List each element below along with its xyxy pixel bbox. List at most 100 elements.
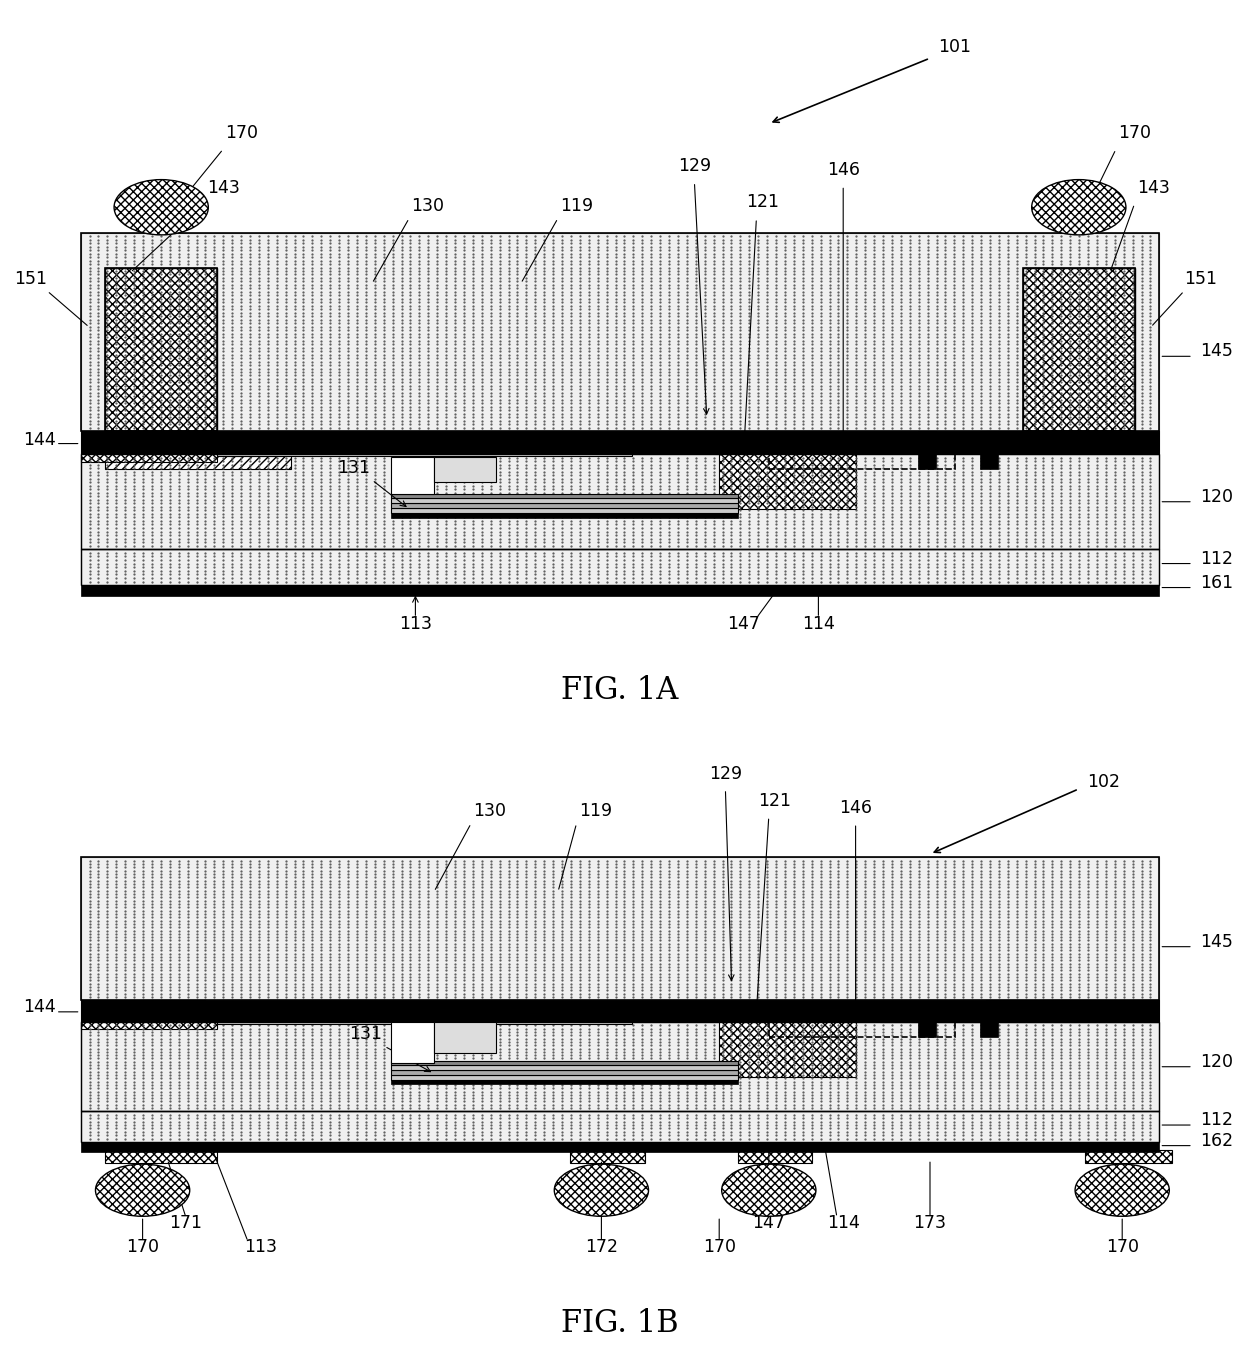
Text: 144: 144 (24, 997, 56, 1015)
Text: 129: 129 (678, 156, 711, 174)
Text: FIG. 1B: FIG. 1B (562, 1309, 678, 1339)
Bar (391, 457, 434, 494)
Text: 145: 145 (1200, 342, 1234, 361)
Text: 171: 171 (170, 1214, 202, 1232)
Bar (391, 1070, 738, 1076)
Bar (81, 549, 1159, 586)
Bar (81, 1111, 1159, 1142)
Text: 143: 143 (207, 178, 239, 196)
Text: 129: 129 (709, 764, 742, 782)
Circle shape (95, 1163, 190, 1217)
Text: 131: 131 (337, 458, 370, 476)
Text: 147: 147 (753, 1214, 785, 1232)
Circle shape (114, 180, 208, 235)
Text: 151: 151 (15, 269, 47, 288)
Bar (1023, 268, 1135, 431)
Text: 120: 120 (1200, 487, 1234, 506)
Text: 112: 112 (1200, 550, 1234, 568)
Bar (81, 1142, 1159, 1152)
Bar (918, 431, 936, 469)
Bar (880, 1004, 998, 1022)
Text: 112: 112 (1200, 1111, 1234, 1129)
Bar (81, 858, 1159, 1000)
Bar (1023, 268, 1135, 431)
Bar (105, 268, 217, 431)
Text: 144: 144 (24, 431, 56, 449)
Bar (570, 1150, 645, 1162)
Bar (719, 436, 856, 509)
Bar (1085, 1150, 1172, 1162)
Bar (391, 504, 738, 508)
Text: 145: 145 (1200, 933, 1234, 951)
Text: 143: 143 (1137, 178, 1169, 196)
Bar (980, 431, 998, 469)
Bar (719, 1013, 856, 1077)
Circle shape (722, 1163, 816, 1217)
Bar (391, 498, 738, 504)
Bar (81, 233, 1159, 431)
Text: 161: 161 (1200, 573, 1234, 591)
Bar (986, 1000, 1159, 1022)
Bar (81, 233, 1159, 431)
Bar (81, 858, 1159, 1000)
Bar (81, 453, 217, 462)
Bar (81, 1111, 1159, 1142)
Bar (81, 1000, 205, 1022)
Text: 151: 151 (1184, 269, 1216, 288)
Text: 147: 147 (728, 615, 760, 632)
Text: FIG. 1A: FIG. 1A (562, 675, 678, 707)
Bar (217, 1021, 632, 1024)
Bar (980, 1002, 998, 1037)
Text: 162: 162 (1200, 1132, 1234, 1150)
Bar (391, 494, 738, 498)
Bar (81, 431, 205, 454)
Text: 101: 101 (939, 38, 971, 56)
Bar (434, 457, 496, 482)
Bar (391, 1062, 738, 1065)
Text: 170: 170 (703, 1238, 735, 1255)
Bar (81, 454, 1159, 549)
Text: 113: 113 (399, 615, 432, 632)
Bar (105, 456, 291, 469)
Bar (918, 1002, 936, 1037)
Text: 119: 119 (579, 803, 611, 820)
Text: 146: 146 (839, 799, 872, 816)
Text: 121: 121 (746, 193, 779, 211)
Bar (81, 549, 1159, 586)
Text: 170: 170 (1118, 123, 1151, 143)
Bar (81, 1022, 1159, 1111)
Bar (391, 1022, 434, 1063)
Bar (738, 1150, 812, 1162)
Text: 114: 114 (827, 1214, 859, 1232)
Text: 173: 173 (914, 1214, 946, 1232)
Text: 172: 172 (585, 1238, 618, 1255)
Text: 170: 170 (226, 123, 258, 143)
Text: 114: 114 (802, 615, 835, 632)
Circle shape (1075, 1163, 1169, 1217)
Bar (81, 454, 1159, 549)
Bar (81, 1021, 217, 1029)
Text: 170: 170 (1106, 1238, 1138, 1255)
Text: 120: 120 (1200, 1052, 1234, 1070)
Text: 130: 130 (412, 196, 444, 215)
Bar (769, 1003, 955, 1037)
Bar (81, 586, 1159, 597)
Bar (105, 1150, 217, 1162)
Bar (81, 431, 1159, 454)
Bar (391, 508, 738, 513)
Text: 113: 113 (244, 1238, 277, 1255)
Bar (391, 1065, 738, 1070)
Text: 102: 102 (1087, 772, 1120, 792)
Bar (434, 1022, 496, 1054)
Bar (986, 431, 1159, 454)
Bar (391, 513, 738, 517)
Bar (81, 1000, 1159, 1022)
Text: 170: 170 (126, 1238, 159, 1255)
Text: 121: 121 (759, 792, 791, 809)
Text: 130: 130 (474, 803, 506, 820)
Bar (769, 432, 955, 469)
Text: 119: 119 (560, 196, 593, 215)
Bar (391, 1080, 738, 1084)
Bar (105, 268, 217, 431)
Circle shape (554, 1163, 649, 1217)
